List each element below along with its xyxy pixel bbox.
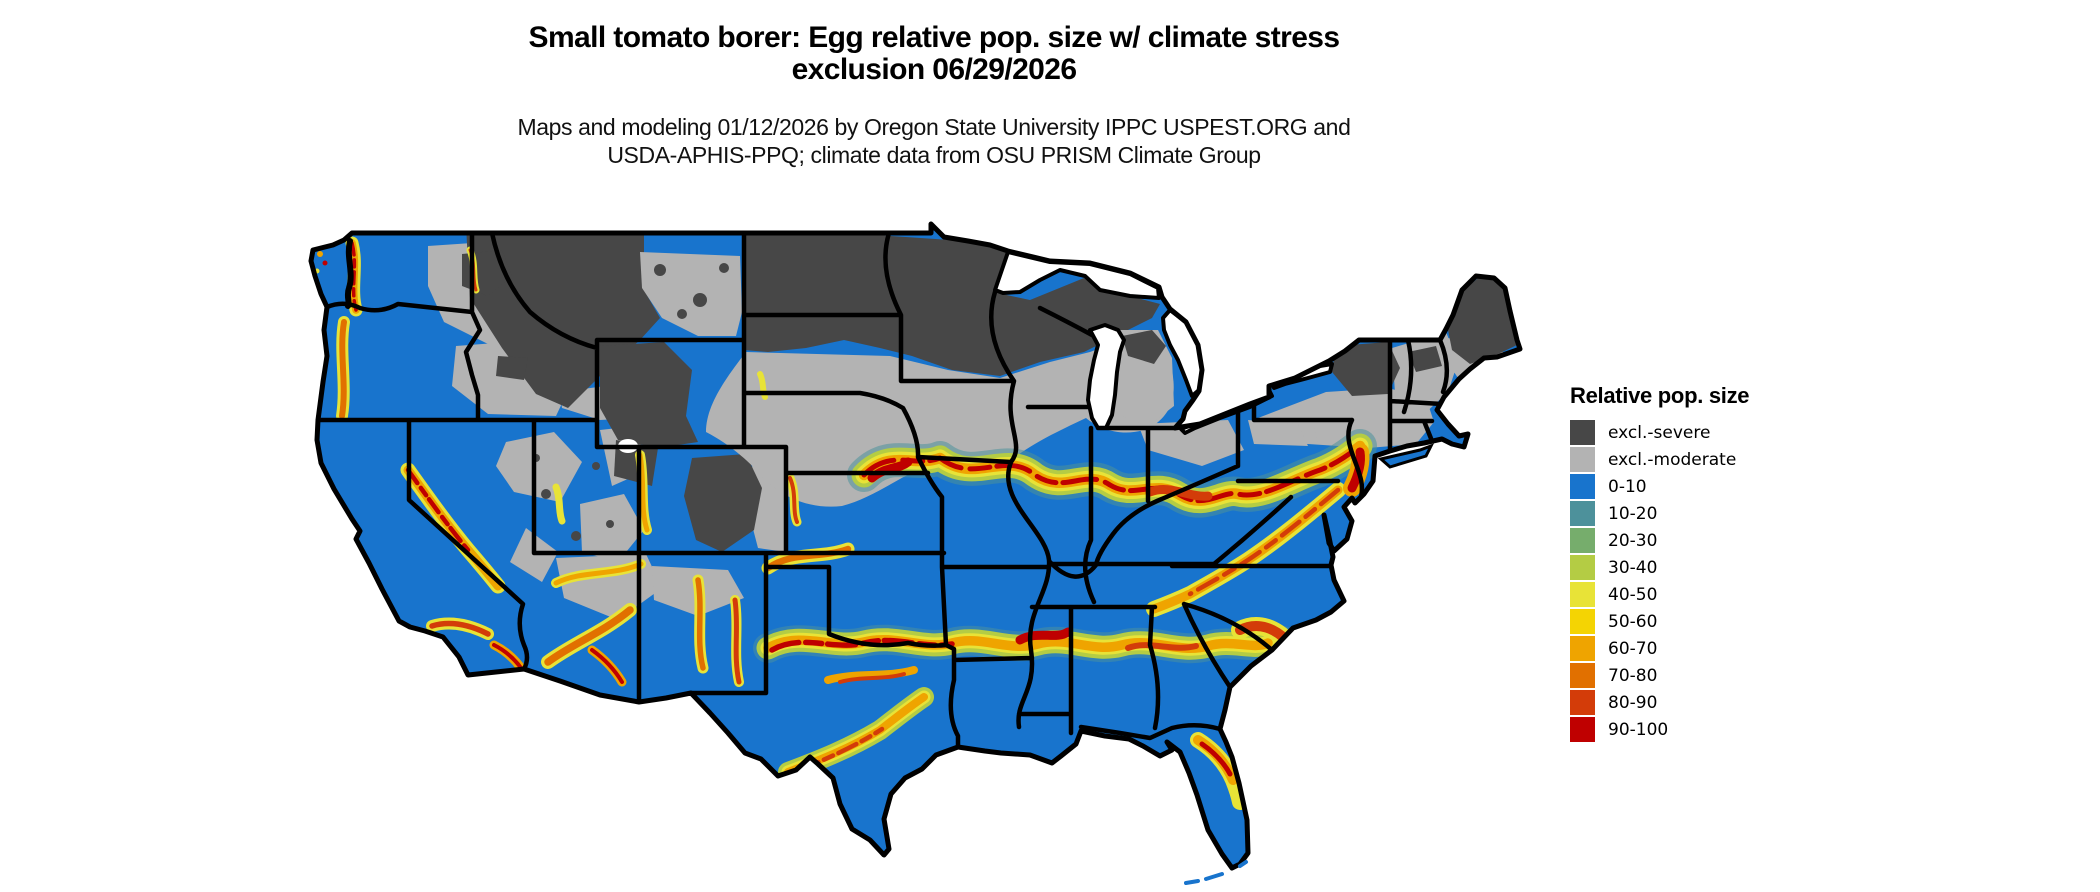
legend-item: excl.-moderate xyxy=(1570,446,1820,473)
legend-swatch-30-40 xyxy=(1570,555,1595,580)
florida-keys xyxy=(1184,860,1248,885)
legend-swatch-50-60 xyxy=(1570,609,1595,634)
olympic-heat-speck xyxy=(317,251,323,257)
olympic-heat-speck xyxy=(322,260,328,266)
legend-label: excl.-severe xyxy=(1608,422,1711,443)
legend-label: 80-90 xyxy=(1608,692,1658,713)
legend-item: 40-50 xyxy=(1570,581,1820,608)
map-subtitle: Maps and modeling 01/12/2026 by Oregon S… xyxy=(0,113,1868,169)
legend-swatch-0-10 xyxy=(1570,474,1595,499)
legend-label: 90-100 xyxy=(1608,719,1669,740)
legend-label: 30-40 xyxy=(1608,557,1658,578)
legend-label: 50-60 xyxy=(1608,611,1658,632)
appalachian-band xyxy=(1146,443,1370,617)
legend-swatch-20-30 xyxy=(1570,528,1595,553)
title-line-2: exclusion 06/29/2026 xyxy=(791,53,1077,87)
legend-label: 0-10 xyxy=(1608,476,1647,497)
legend-item: 60-70 xyxy=(1570,635,1820,662)
legend-swatch-excl-moderate xyxy=(1570,447,1595,472)
legend-swatch-excl-severe xyxy=(1570,420,1595,445)
legend-item: 30-40 xyxy=(1570,554,1820,581)
legend-swatch-70-80 xyxy=(1570,663,1595,688)
subtitle-line-1: Maps and modeling 01/12/2026 by Oregon S… xyxy=(517,114,1351,140)
legend-label: 10-20 xyxy=(1608,503,1658,524)
legend-item: 90-100 xyxy=(1570,716,1820,743)
subtitle-line-2: USDA-APHIS-PPQ; climate data from OSU PR… xyxy=(607,142,1261,169)
map-title: Small tomato borer: Egg relative pop. si… xyxy=(0,21,1868,87)
legend-item: 70-80 xyxy=(1570,662,1820,689)
legend-label: 60-70 xyxy=(1608,638,1658,659)
legend-label: excl.-moderate xyxy=(1608,449,1737,470)
severe-exclusion-regions xyxy=(462,226,1160,552)
legend-swatch-60-70 xyxy=(1570,636,1595,661)
legend-swatch-10-20 xyxy=(1570,501,1595,526)
legend-label: 20-30 xyxy=(1608,530,1658,551)
long-island xyxy=(1377,443,1435,469)
title-line-1: Small tomato borer: Egg relative pop. si… xyxy=(528,21,1341,54)
legend-swatch-80-90 xyxy=(1570,690,1595,715)
puget-sound xyxy=(344,238,354,309)
legend-item: 10-20 xyxy=(1570,500,1820,527)
legend-item: 50-60 xyxy=(1570,608,1820,635)
lake-michigan xyxy=(1086,323,1126,430)
legend-item: 0-10 xyxy=(1570,473,1820,500)
legend-title: Relative pop. size xyxy=(1570,383,1750,408)
legend-item: 80-90 xyxy=(1570,689,1820,716)
legend-swatch-90-100 xyxy=(1570,717,1595,742)
legend-item: excl.-severe xyxy=(1570,419,1820,446)
florida-band xyxy=(1190,732,1248,810)
state-borders xyxy=(315,230,1450,750)
legend-label: 40-50 xyxy=(1608,584,1658,605)
legend-label: 70-80 xyxy=(1608,665,1658,686)
legend-swatch-40-50 xyxy=(1570,582,1595,607)
legend: Relative pop. size excl.-severe excl.-mo… xyxy=(1570,383,1820,743)
severe-exclusion-accents xyxy=(654,263,1517,396)
legend-item: 20-30 xyxy=(1570,527,1820,554)
